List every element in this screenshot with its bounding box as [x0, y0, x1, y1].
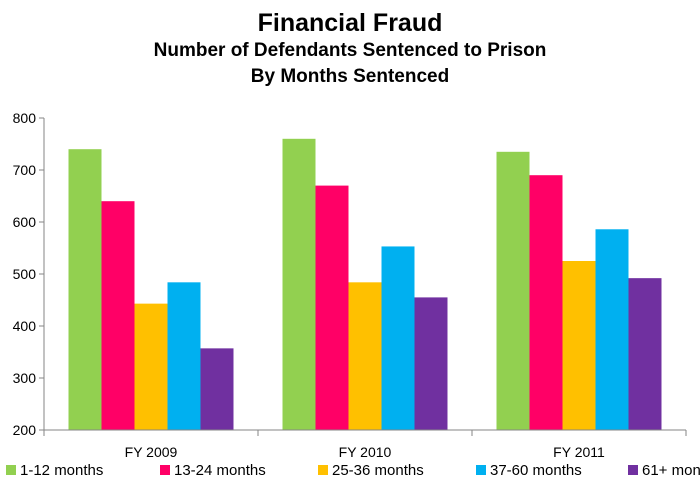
- chart-subtitle-line-1: Number of Defendants Sentenced to Prison: [153, 40, 547, 61]
- bar-61-months-fy-2011: [628, 278, 662, 430]
- legend-swatch: [628, 465, 638, 475]
- chart-title-block: Financial Fraud Number of Defendants Sen…: [0, 8, 700, 90]
- bar-61-months-fy-2009: [200, 348, 234, 430]
- y-tick-label: 800: [13, 110, 37, 126]
- y-tick-label: 400: [13, 318, 37, 334]
- legend-label: 37-60 months: [490, 462, 582, 479]
- y-tick-label: 700: [13, 162, 37, 178]
- bar-1-12-months-fy-2009: [68, 149, 102, 430]
- chart-subtitle-line-2: By Months Sentenced: [250, 66, 450, 87]
- legend-swatch: [6, 465, 16, 475]
- legend-label: 25-36 months: [332, 462, 424, 479]
- legend-label: 13-24 months: [174, 462, 266, 479]
- x-category-label: FY 2010: [339, 444, 392, 460]
- chart-title: Financial Fraud: [257, 9, 443, 37]
- legend-swatch: [476, 465, 486, 475]
- legend-swatch: [160, 465, 170, 475]
- legend-label: 1-12 months: [20, 462, 103, 479]
- bar-13-24-months-fy-2010: [315, 185, 349, 430]
- bar-37-60-months-fy-2011: [595, 229, 629, 430]
- y-tick-label: 200: [13, 422, 37, 438]
- bar-1-12-months-fy-2010: [282, 138, 316, 431]
- bar-25-36-months-fy-2009: [134, 303, 168, 430]
- x-category-label: FY 2011: [553, 444, 605, 460]
- y-tick-label: 500: [13, 266, 37, 282]
- legend-swatch: [318, 465, 328, 475]
- y-tick-label: 300: [13, 370, 37, 386]
- bar-13-24-months-fy-2009: [101, 201, 135, 430]
- legend-label: 61+ months: [642, 462, 700, 479]
- bar-25-36-months-fy-2011: [562, 261, 596, 430]
- bar-61-months-fy-2010: [414, 297, 448, 430]
- bar-37-60-months-fy-2010: [381, 246, 415, 430]
- bar-25-36-months-fy-2010: [348, 282, 382, 430]
- y-tick-label: 600: [13, 214, 37, 230]
- bar-13-24-months-fy-2011: [529, 175, 563, 430]
- bar-1-12-months-fy-2011: [496, 151, 530, 431]
- x-category-label: FY 2009: [125, 444, 178, 460]
- bar-37-60-months-fy-2009: [167, 282, 201, 430]
